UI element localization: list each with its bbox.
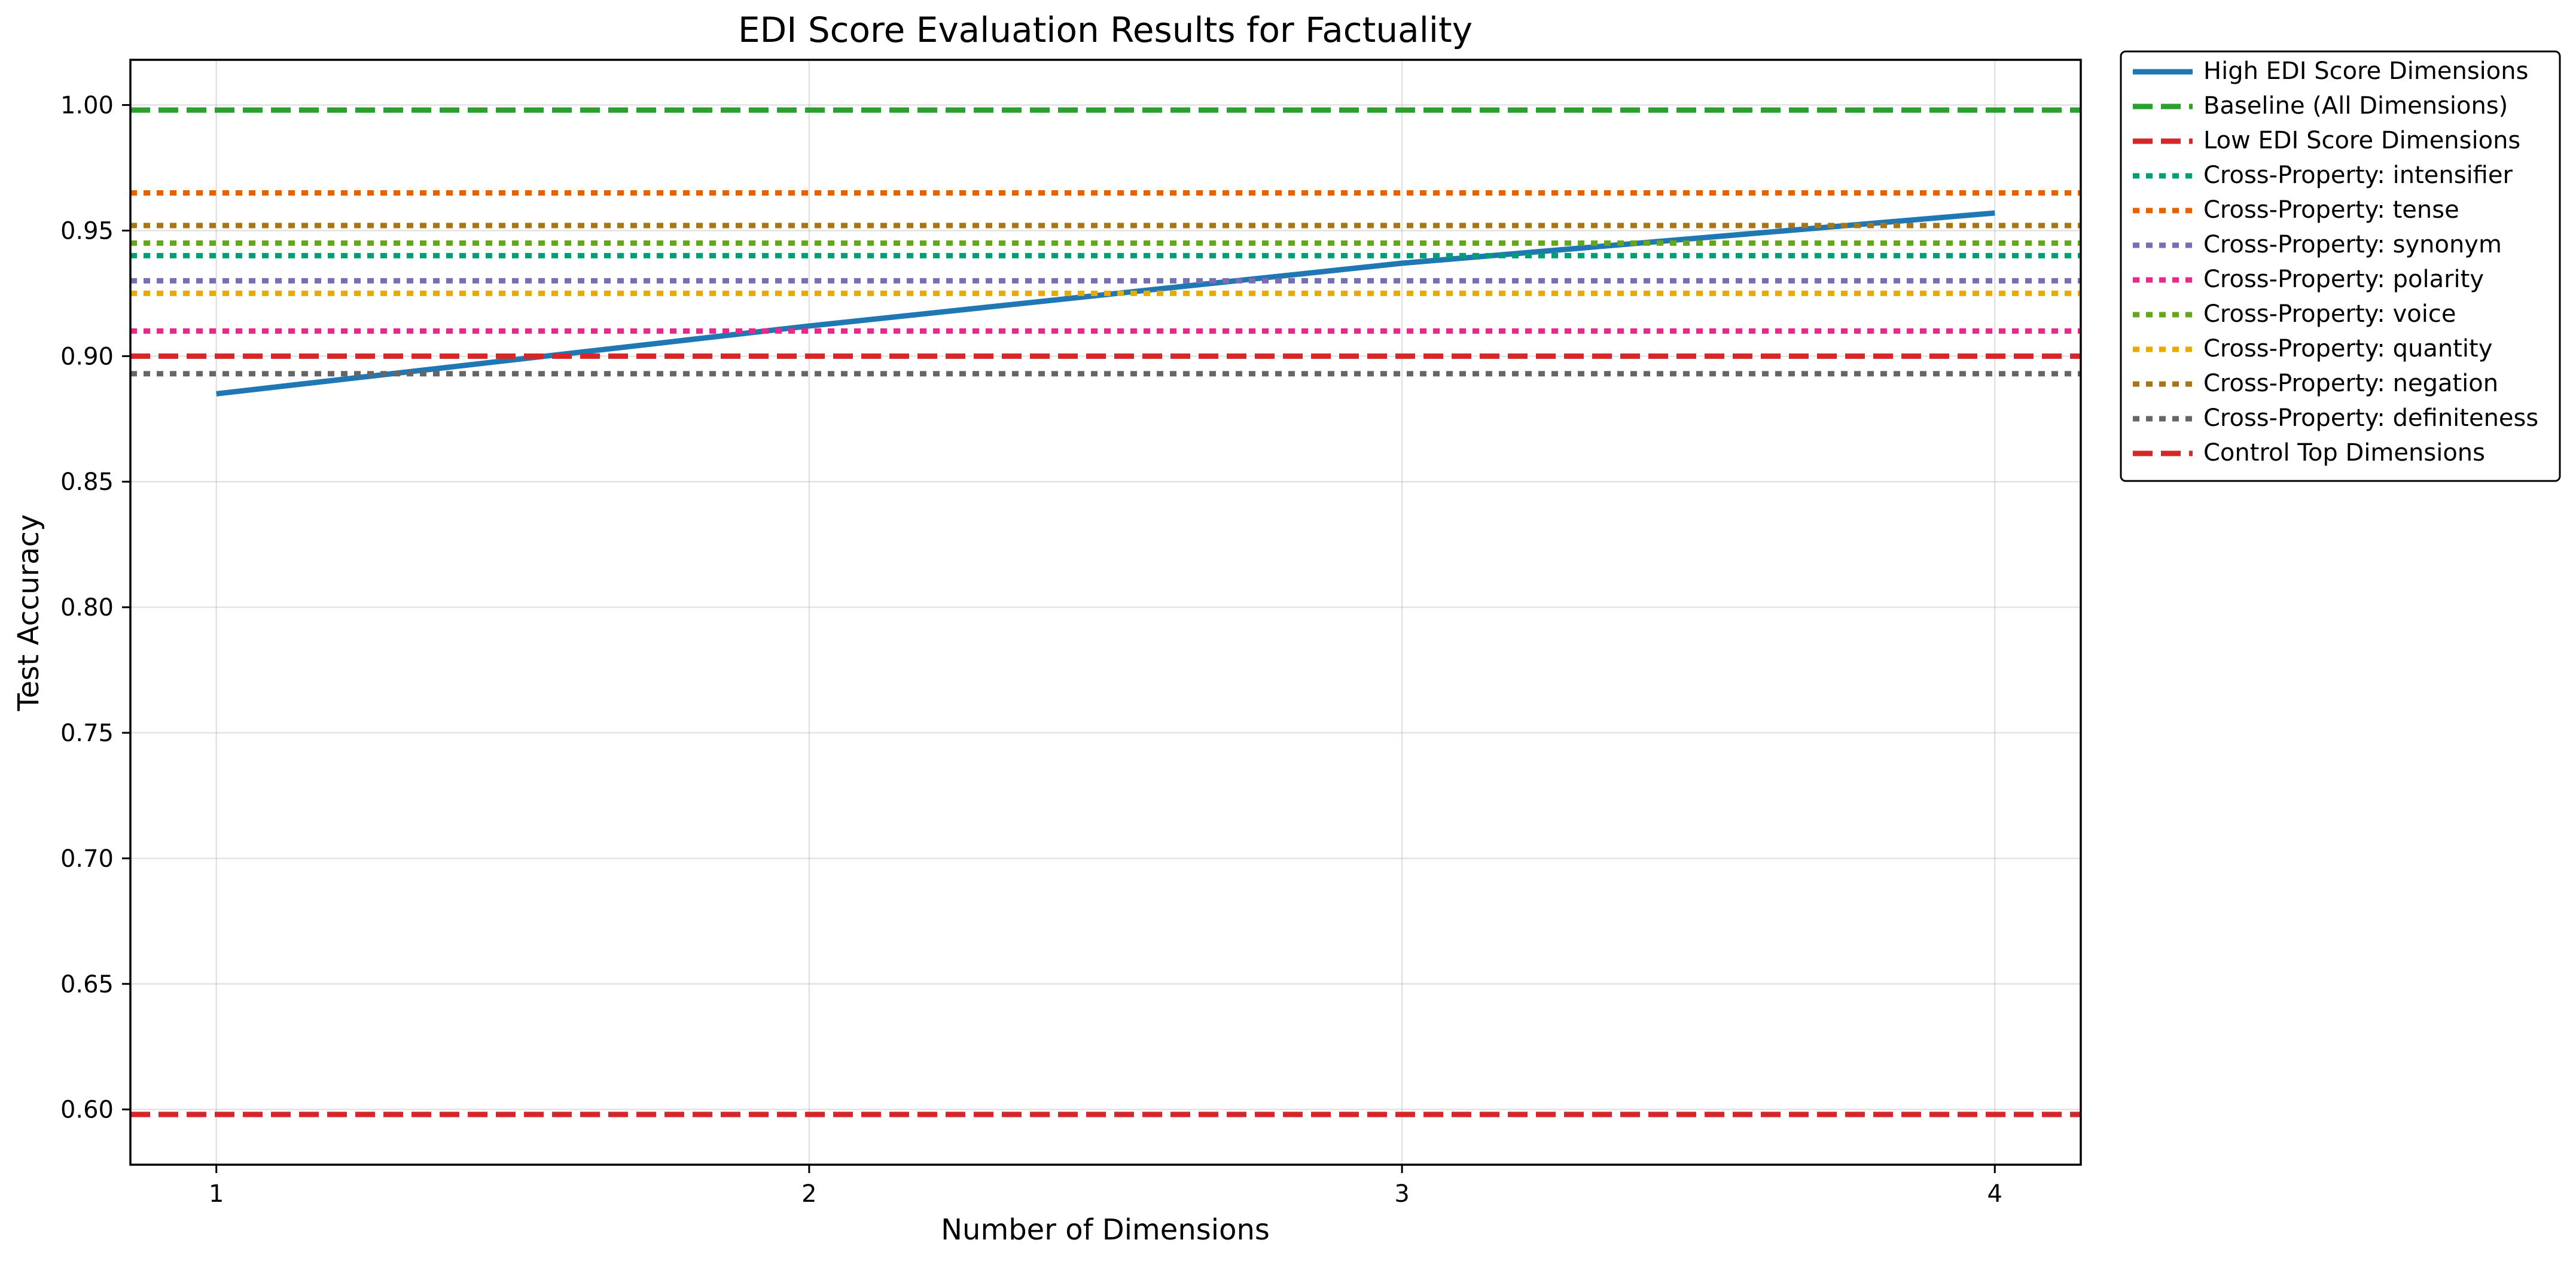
y-tick-label: 0.90 — [60, 343, 114, 370]
legend-label: Cross-Property: tense — [2203, 196, 2459, 224]
legend-label: Cross-Property: voice — [2203, 300, 2456, 328]
legend-label: Baseline (All Dimensions) — [2203, 92, 2508, 120]
series-layer — [130, 107, 2081, 1117]
legend-label: Cross-Property: intensifier — [2203, 162, 2513, 189]
plot-frame — [129, 59, 2082, 1166]
legend-label: Cross-Property: synonym — [2203, 231, 2502, 258]
x-tick-label: 3 — [1394, 1180, 1409, 1208]
x-tick-label: 2 — [801, 1180, 816, 1208]
legend: High EDI Score Dimensions Baseline (All D… — [2120, 50, 2561, 482]
y-tick-label: 0.75 — [60, 720, 114, 747]
y-tick-label: 0.85 — [60, 468, 114, 496]
y-tick-label: 0.65 — [60, 971, 114, 998]
x-tick-label: 4 — [1987, 1180, 2002, 1208]
legend-label: Control Top Dimensions — [2203, 439, 2485, 467]
legend-label: Low EDI Score Dimensions — [2203, 127, 2520, 154]
y-tick-label: 0.80 — [60, 594, 114, 622]
legend-label: High EDI Score Dimensions — [2203, 57, 2528, 85]
y-tick-label: 0.70 — [60, 845, 114, 873]
legend-box — [2120, 50, 2561, 482]
axes: 1 2 3 4 0.60 0.65 0.70 0.75 0.80 0.85 0.90 0.95 1.00 — [60, 92, 2002, 1208]
y-tick-label: 0.95 — [60, 217, 114, 245]
legend-label: Cross-Property: quantity — [2203, 335, 2492, 363]
y-tick-label: 1.00 — [60, 92, 114, 120]
legend-label: Cross-Property: polarity — [2203, 266, 2484, 293]
y-axis-label: Test Accuracy — [12, 514, 45, 712]
chart-title: EDI Score Evaluation Results for Factual… — [738, 10, 1473, 50]
y-tick-label: 0.60 — [60, 1097, 114, 1124]
x-tick-label: 1 — [209, 1180, 224, 1208]
x-axis-label: Number of Dimensions — [941, 1213, 1270, 1247]
legend-label: Cross-Property: negation — [2203, 370, 2498, 397]
legend-label: Cross-Property: definiteness — [2203, 404, 2538, 432]
